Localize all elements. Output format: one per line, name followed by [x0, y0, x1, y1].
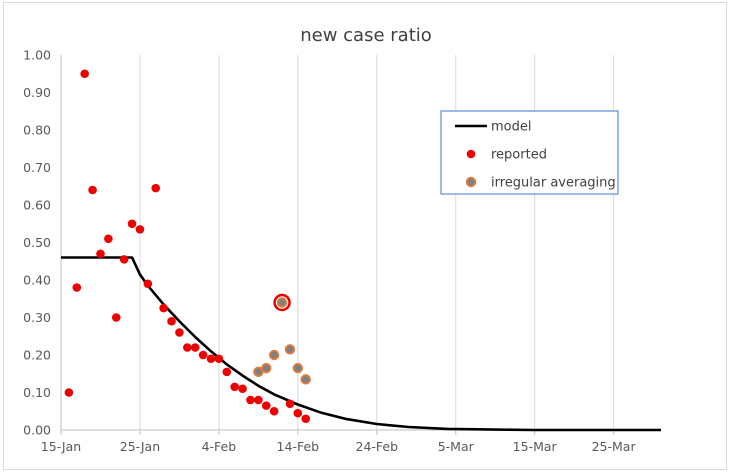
- data-point: [72, 283, 82, 292]
- chart-title: new case ratio: [300, 25, 432, 46]
- x-tick-label: 15-Jan: [41, 439, 81, 454]
- highlight-ring: [273, 293, 291, 312]
- data-point: [301, 414, 311, 424]
- data-point: [175, 328, 184, 337]
- data-point: [293, 408, 303, 418]
- legend-label: irregular averaging: [491, 176, 616, 191]
- chart-frame: new case ratio 0.00 0.10 0.20 0.30 0.40 0.50 0…: [3, 2, 727, 470]
- legend-swatch-marker: [466, 149, 476, 159]
- data-point: [183, 343, 192, 352]
- legend-swatch-marker: [465, 176, 477, 188]
- legend: model reported irregular averaging: [440, 110, 619, 195]
- data-point: [292, 362, 304, 374]
- x-tick-label: 24-Feb: [356, 439, 399, 454]
- data-point: [64, 388, 74, 397]
- data-point: [159, 303, 168, 313]
- data-point: [238, 384, 247, 394]
- x-tick-label: 25-Jan: [120, 439, 160, 454]
- data-point: [246, 395, 255, 405]
- data-point: [119, 255, 129, 264]
- data-point: [230, 382, 239, 392]
- series-reported: [64, 69, 311, 424]
- y-tick-label: 0.30: [23, 310, 51, 325]
- x-tick-label: 15-Mar: [513, 439, 558, 454]
- data-point: [206, 354, 216, 364]
- data-point: [135, 225, 145, 234]
- legend-label: model: [491, 120, 531, 135]
- data-point: [214, 354, 224, 364]
- y-tick-label: 0.10: [23, 385, 51, 400]
- data-point: [127, 219, 137, 229]
- data-point: [111, 313, 121, 322]
- data-point: [276, 297, 288, 308]
- x-tick-label: 25-Mar: [592, 439, 637, 454]
- y-tick-label: 0.40: [23, 273, 51, 288]
- chart-canvas: new case ratio 0.000.100.200.300.400.500…: [23, 25, 661, 454]
- x-tick-label: 5-Mar: [438, 439, 475, 454]
- y-tick-label: 0.90: [23, 85, 51, 100]
- plot-area: [61, 69, 661, 432]
- x-tick-label: 14-Feb: [277, 439, 320, 454]
- y-tick-label: 0.00: [23, 423, 51, 438]
- data-point: [167, 316, 176, 326]
- data-point: [96, 249, 105, 259]
- data-point: [269, 406, 279, 416]
- data-point: [88, 185, 97, 195]
- model-line: [61, 256, 661, 432]
- data-point: [80, 69, 89, 79]
- y-tick-label: 1.00: [23, 48, 51, 63]
- y-axis-ticks: 0.00 0.10 0.20 0.30 0.40 0.50 0.60 0.70 0.80 0.90…: [23, 48, 51, 438]
- data-point: [151, 183, 161, 193]
- data-point: [284, 344, 296, 355]
- data-point: [254, 395, 263, 405]
- x-tick-label: 4-Feb: [202, 439, 237, 454]
- y-tick-label: 0.60: [23, 198, 51, 213]
- data-point: [268, 349, 280, 361]
- series-irregular-averaging: [253, 293, 311, 385]
- y-tick-label: 0.70: [23, 160, 51, 175]
- data-point: [261, 362, 272, 374]
- data-point: [222, 367, 232, 377]
- data-point: [261, 401, 271, 410]
- data-point: [198, 350, 208, 360]
- legend-label: reported: [491, 148, 547, 163]
- data-point: [190, 343, 200, 352]
- series-model: [61, 256, 661, 432]
- data-point: [104, 234, 113, 244]
- y-tick-label: 0.20: [23, 348, 51, 363]
- y-tick-label: 0.80: [23, 123, 51, 138]
- data-point: [143, 279, 153, 289]
- y-tick-label: 0.50: [23, 235, 51, 250]
- x-axis-ticks: 15-Jan 25-Jan 4-Feb 14-Feb 24-Feb 5-Mar 15-Mar…: [41, 430, 637, 454]
- data-point: [300, 374, 311, 385]
- data-point: [285, 399, 295, 409]
